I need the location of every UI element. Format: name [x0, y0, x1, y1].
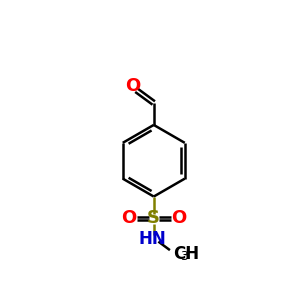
Text: CH: CH	[173, 244, 200, 262]
Text: O: O	[121, 209, 136, 227]
Text: O: O	[171, 209, 186, 227]
Text: HN: HN	[139, 230, 166, 248]
Text: 3: 3	[180, 250, 188, 263]
Text: S: S	[147, 209, 160, 227]
Text: O: O	[124, 77, 140, 95]
